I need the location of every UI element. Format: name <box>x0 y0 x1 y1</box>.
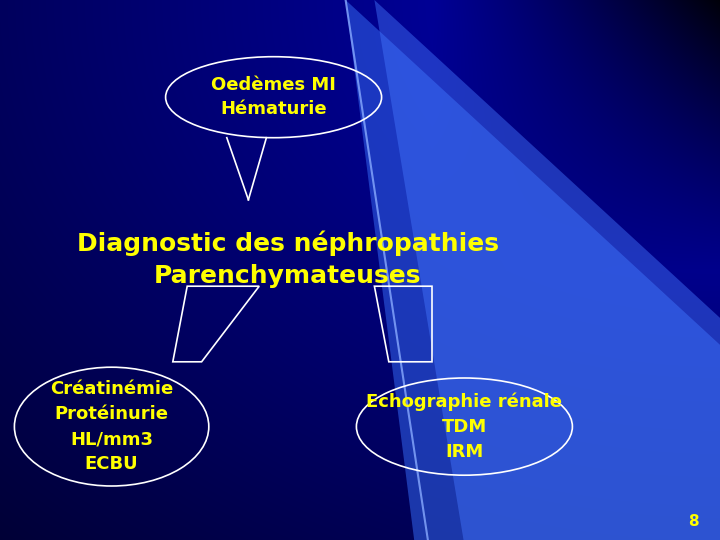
Text: Echographie rénale
TDM
IRM: Echographie rénale TDM IRM <box>366 393 562 461</box>
Text: 8: 8 <box>688 514 698 529</box>
Polygon shape <box>374 0 720 540</box>
Text: Créatinémie
Protéinurie
HL/mm3
ECBU: Créatinémie Protéinurie HL/mm3 ECBU <box>50 380 174 473</box>
Polygon shape <box>346 0 720 540</box>
Text: Oedèmes MI
Hématurie: Oedèmes MI Hématurie <box>211 76 336 118</box>
Text: Diagnostic des néphropathies
Parenchymateuses: Diagnostic des néphropathies Parenchymat… <box>77 231 499 288</box>
